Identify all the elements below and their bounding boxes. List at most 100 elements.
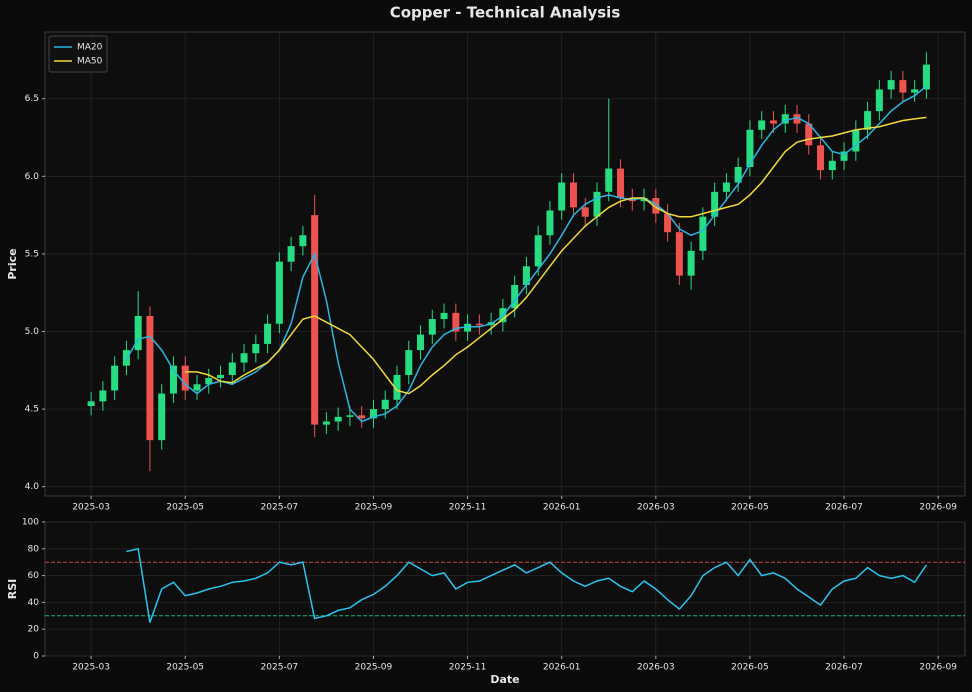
candle-body: [828, 160, 836, 171]
x-tick-label: 2026-09: [919, 663, 957, 673]
candle-body: [769, 120, 777, 124]
candle-body: [299, 235, 307, 247]
legend-box: [48, 35, 108, 73]
y-tick-label: 80: [28, 544, 40, 554]
y-tick-label: 4.0: [25, 482, 40, 492]
candle-body: [569, 182, 577, 208]
candle-body: [852, 129, 860, 152]
candle-body: [287, 246, 295, 262]
y-tick-label: 5.5: [25, 249, 39, 259]
x-tick-label: 2026-05: [731, 663, 769, 673]
candle-body: [781, 114, 789, 124]
candle-body: [699, 216, 707, 251]
candle-body: [358, 415, 366, 419]
candle-body: [922, 64, 930, 90]
y-tick-label: 6.5: [25, 94, 39, 104]
candle-body: [522, 266, 530, 285]
candle-body: [864, 111, 872, 130]
candle-body: [746, 129, 754, 168]
candle-body: [264, 323, 272, 344]
x-tick-label: 2026-03: [637, 503, 675, 513]
candle-body: [734, 167, 742, 183]
candle-body: [228, 362, 236, 375]
candle-body: [805, 123, 813, 146]
candle-body: [111, 365, 119, 391]
x-tick-label: 2026-07: [825, 503, 863, 513]
x-tick-label: 2025-09: [355, 663, 393, 673]
candle-body: [581, 207, 589, 217]
legend-label: MA50: [77, 57, 103, 67]
candle-body: [311, 215, 319, 425]
candle-body: [193, 384, 201, 391]
x-tick-label: 2025-11: [449, 663, 487, 673]
candle-body: [546, 210, 554, 236]
candle-body: [205, 378, 213, 385]
candle-body: [911, 89, 919, 93]
candle-body: [675, 232, 683, 276]
candle-body: [240, 353, 248, 363]
x-tick-label: 2026-03: [637, 663, 675, 673]
candle-body: [417, 334, 425, 351]
candle-body: [817, 145, 825, 171]
plot-area: [44, 521, 966, 657]
y-axis-label: Price: [6, 248, 19, 279]
x-tick-label: 2025-05: [166, 503, 204, 513]
ma-line: [185, 116, 927, 395]
y-axis-label: RSI: [6, 579, 19, 600]
x-tick-label: 2025-05: [166, 663, 204, 673]
candle-body: [840, 151, 848, 161]
candle-body: [875, 89, 883, 112]
candle-body: [452, 312, 460, 332]
candle-body: [405, 350, 413, 375]
candle-body: [899, 80, 907, 93]
candle-body: [134, 315, 142, 351]
chart-title: Copper - Technical Analysis: [390, 4, 621, 22]
candle-body: [334, 416, 342, 422]
x-tick-label: 2025-11: [449, 503, 487, 513]
candle-body: [217, 374, 225, 379]
candle-body: [687, 250, 695, 276]
candle-body: [593, 191, 601, 217]
candle-body: [887, 80, 895, 90]
candle-body: [617, 168, 625, 199]
y-tick-label: 5.0: [25, 327, 40, 337]
rsi-line: [126, 547, 928, 623]
candle-body: [346, 415, 354, 417]
candle-body: [711, 191, 719, 217]
candle-body: [158, 393, 166, 441]
candle-body: [99, 390, 107, 402]
y-tick-label: 6.0: [25, 172, 40, 182]
candle-body: [652, 198, 660, 214]
candle-body: [793, 114, 801, 124]
x-tick-label: 2026-05: [731, 503, 769, 513]
candle-body: [475, 323, 483, 326]
x-tick-label: 2026-09: [919, 503, 957, 513]
candle-body: [605, 168, 613, 192]
candle-body: [440, 312, 448, 320]
candle-body: [87, 401, 95, 406]
candle-body: [464, 323, 472, 332]
candle-body: [381, 399, 389, 410]
candle-body: [369, 409, 377, 419]
candle-body: [640, 198, 648, 202]
x-axis-label: Date: [490, 673, 519, 686]
x-tick-label: 2025-07: [261, 503, 299, 513]
candle-body: [146, 315, 154, 441]
candle-body: [122, 350, 130, 366]
candle-body: [275, 261, 283, 324]
y-tick-label: 40: [28, 598, 40, 608]
candle-body: [393, 374, 401, 400]
x-tick-label: 2025-03: [72, 503, 110, 513]
candle-body: [428, 319, 436, 335]
candle-body: [758, 120, 766, 130]
candle-body: [664, 213, 672, 233]
candle-body: [558, 182, 566, 211]
x-tick-label: 2025-03: [72, 663, 110, 673]
candle-body: [511, 284, 519, 309]
ma-line: [125, 85, 927, 423]
y-tick-label: 60: [28, 571, 40, 581]
candle-body: [169, 365, 177, 394]
y-tick-label: 20: [28, 625, 40, 635]
candle-body: [534, 235, 542, 267]
